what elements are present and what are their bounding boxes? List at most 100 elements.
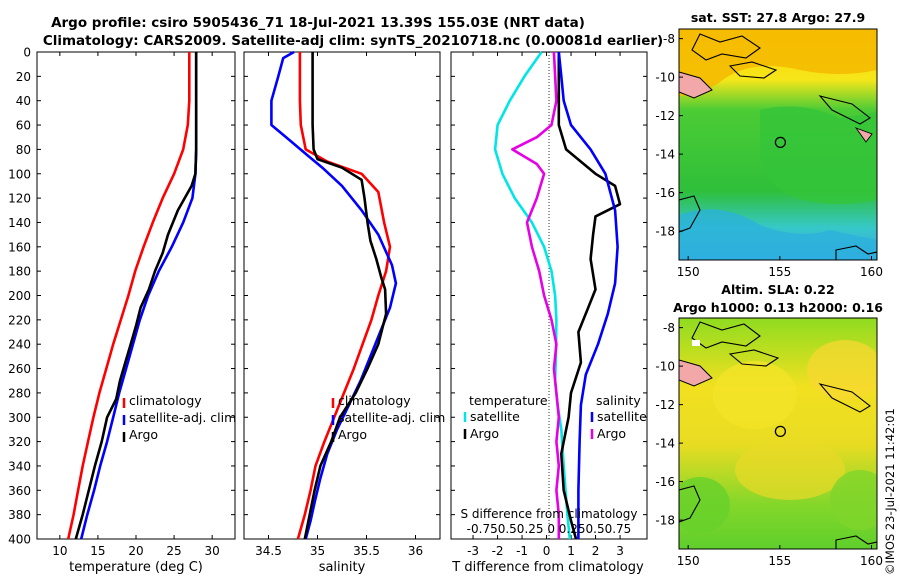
series-line-climatology (66, 52, 191, 540)
difference-x-axis: -3 -2 -1 0 1 2 3 (467, 52, 624, 558)
legend-label-s-satellite: satellite (597, 409, 647, 424)
figure-title-line2: Climatology: CARS2009. Satellite-adj cli… (43, 33, 663, 49)
depth-tick-label: 20 (16, 70, 31, 84)
legend-label-climatology: climatology (338, 393, 411, 408)
map-y-tick-label: -8 (663, 32, 675, 46)
sla-map-image (679, 318, 877, 549)
map-y-tick-label: -16 (655, 186, 675, 200)
s-difference-xlabel: S difference from climatology (461, 507, 638, 521)
map-y-tick-label: -8 (663, 321, 675, 335)
depth-tick-label: 200 (8, 289, 31, 303)
x-tick-label: -1 (516, 544, 528, 558)
depth-tick-label: 0 (23, 46, 31, 60)
legend-label-satellite: satellite-adj. clim (129, 410, 236, 425)
legend-label-s-argo: Argo (597, 426, 626, 441)
depth-tick-label: 340 (8, 459, 31, 473)
x-tick-label: 20 (128, 544, 143, 558)
depth-tick-label: 180 (8, 265, 31, 279)
depth-tick-label: 320 (8, 435, 31, 449)
depth-tick-label: 280 (8, 386, 31, 400)
series-line-satellite-adj-clim (79, 52, 198, 540)
sla-map-title-line1: Altim. SLA: 0.22 (721, 282, 834, 297)
salinity-legend: climatology satellite-adj. clim Argo (331, 393, 445, 442)
series-line-climatology (296, 52, 392, 540)
temperature-x-axis: 10 15 20 25 30 (52, 52, 220, 558)
map-y-tick-label: -12 (655, 398, 675, 412)
figure-title-line1: Argo profile: csiro 5905436_71 18-Jul-20… (51, 15, 585, 31)
map-x-tick-label: 160 (860, 265, 883, 279)
x-tick-label: 0 (543, 544, 551, 558)
depth-tick-label: 360 (8, 484, 31, 498)
depth-tick-label: 380 (8, 508, 31, 522)
legend-title-salinity: salinity (596, 393, 641, 408)
temperature-legend: climatology satellite-adj. clim Argo (122, 393, 236, 442)
map-y-tick-label: -10 (655, 71, 675, 85)
legend-label-argo: Argo (338, 427, 367, 442)
legend-label-argo: Argo (129, 427, 158, 442)
depth-axis: 0 20 40 60 80 100 120 140 160 180 200 220 240 260 280 3… (8, 46, 647, 547)
map-y-tick-label: -14 (655, 148, 675, 162)
temperature-series (66, 52, 198, 540)
series-line-s-argo (510, 51, 561, 539)
x-tick-label: 1 (567, 544, 575, 558)
depth-tick-label: 60 (16, 119, 31, 133)
salinity-x-axis: 34.5 35 35.5 36 (255, 52, 423, 558)
legend-label-t-satellite: satellite (470, 409, 520, 424)
map-x-tick-label: 150 (677, 554, 700, 568)
depth-tick-label: 400 (8, 533, 31, 547)
x-tick-label: -2 (492, 544, 504, 558)
sst-map-image (679, 29, 877, 260)
map-x-tick-label: 150 (677, 265, 700, 279)
depth-tick-label: 260 (8, 362, 31, 376)
imos-stamp: ©IMOS 23-Jul-2021 11:42:01 (883, 408, 897, 575)
legend-title-temperature: temperature (469, 393, 548, 408)
map-x-tick-label: 155 (768, 554, 791, 568)
x-tick-label: 10 (52, 544, 67, 558)
series-line-satellite-adj-clim (270, 50, 398, 540)
depth-tick-label: 120 (8, 192, 31, 206)
map-y-tick-label: -12 (655, 109, 675, 123)
map-y-tick-label: -16 (655, 475, 675, 489)
difference-xlabel: T difference from climatology (451, 560, 644, 575)
depth-tick-label: 220 (8, 313, 31, 327)
salinity-series (270, 50, 398, 540)
sla-map-axes: 150 155 160 -8 -10 -12 -14 -16 -18 (655, 321, 883, 568)
sst-map-title: sat. SST: 27.8 Argo: 27.9 (691, 10, 865, 25)
depth-tick-label: 160 (8, 240, 31, 254)
x-tick-label: 30 (205, 544, 220, 558)
legend-label-t-argo: Argo (470, 426, 499, 441)
series-line-t-satellite (493, 51, 572, 540)
argo-location-marker (774, 425, 787, 438)
series-line-argo (303, 52, 388, 540)
depth-tick-label: 300 (8, 411, 31, 425)
x-tick-label: 15 (90, 544, 105, 558)
map-y-tick-label: -18 (655, 225, 675, 239)
sst-map-frame (678, 28, 878, 261)
x-tick-label: -3 (467, 544, 479, 558)
x-tick-label: 25 (166, 544, 181, 558)
legend-label-satellite: satellite-adj. clim (338, 410, 445, 425)
depth-tick-label: 40 (16, 94, 31, 108)
legend-label-climatology: climatology (129, 393, 202, 408)
x-tick-label: 3 (616, 544, 624, 558)
depth-tick-label: 240 (8, 338, 31, 352)
x-tick-label: 2 (592, 544, 600, 558)
sst-map-axes: 150 155 160 -8 -10 -12 -14 -16 -18 (655, 32, 883, 279)
map-y-tick-label: -10 (655, 360, 675, 374)
series-line-t-argo (557, 52, 622, 540)
map-x-tick-label: 160 (860, 554, 883, 568)
depth-tick-label: 100 (8, 167, 31, 181)
series-line-s-satellite (557, 51, 619, 539)
series-line-argo (74, 52, 198, 540)
depth-tick-label: 140 (8, 216, 31, 230)
x-tick-label: 34.5 (255, 544, 282, 558)
map-y-tick-label: -14 (655, 437, 675, 451)
temperature-xlabel: temperature (deg C) (69, 560, 203, 575)
argo-location-marker (774, 136, 787, 149)
x-tick-label: 36 (408, 544, 423, 558)
difference-series (493, 51, 622, 540)
map-y-tick-label: -18 (655, 514, 675, 528)
x-tick-label: 35 (310, 544, 325, 558)
salinity-xlabel: salinity (319, 560, 366, 575)
